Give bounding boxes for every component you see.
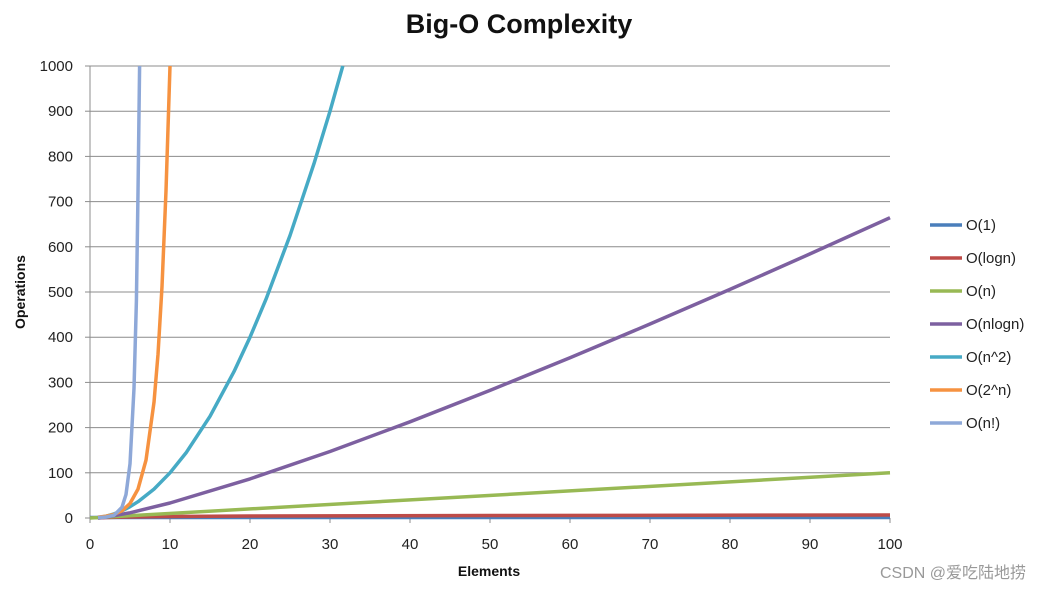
chart-title: Big-O Complexity [406, 9, 633, 39]
legend: O(1) O(logn) O(n) O(nlogn) O(n^2) O(2^n) O(n!) [930, 217, 1024, 432]
legend-label: O(1) [966, 217, 996, 234]
series-lines [89, 65, 891, 520]
x-tick-label: 90 [802, 536, 819, 553]
y-tick-label: 900 [48, 103, 73, 120]
x-tick-label: 0 [86, 536, 94, 553]
y-tick-label: 400 [48, 329, 73, 346]
y-tick-label: 700 [48, 194, 73, 211]
gridlines [90, 65, 890, 519]
legend-label: O(n) [966, 283, 996, 300]
y-tick-label: 100 [48, 465, 73, 482]
x-axis: 0 10 20 30 40 50 60 70 80 90 100 [86, 518, 903, 553]
x-tick-label: 10 [162, 536, 179, 553]
x-tick-label: 100 [877, 536, 902, 553]
legend-label: O(n!) [966, 415, 1000, 432]
series-line-2 [89, 471, 891, 520]
y-tick-label: 300 [48, 374, 73, 391]
x-tick-label: 80 [722, 536, 739, 553]
y-axis-label: Operations [12, 255, 28, 329]
legend-label: O(logn) [966, 250, 1016, 267]
legend-label: O(nlogn) [966, 316, 1024, 333]
legend-label: O(n^2) [966, 349, 1011, 366]
y-tick-label: 800 [48, 148, 73, 165]
series-line-6 [97, 65, 142, 520]
y-tick-label: 600 [48, 239, 73, 256]
watermark: CSDN @爱吃陆地捞 [880, 564, 1026, 582]
y-tick-label: 500 [48, 284, 73, 301]
x-tick-label: 40 [402, 536, 419, 553]
x-tick-label: 60 [562, 536, 579, 553]
x-tick-label: 50 [482, 536, 499, 553]
x-tick-label: 20 [242, 536, 259, 553]
x-tick-label: 30 [322, 536, 339, 553]
legend-label: O(2^n) [966, 382, 1011, 399]
y-tick-label: 0 [65, 510, 73, 527]
y-tick-label: 200 [48, 420, 73, 437]
x-axis-label: Elements [458, 563, 520, 579]
series-line-3 [97, 216, 891, 520]
y-axis: 0 100 200 300 400 500 600 700 800 900 1000 [40, 58, 91, 527]
x-tick-label: 70 [642, 536, 659, 553]
y-tick-label: 1000 [40, 58, 73, 75]
